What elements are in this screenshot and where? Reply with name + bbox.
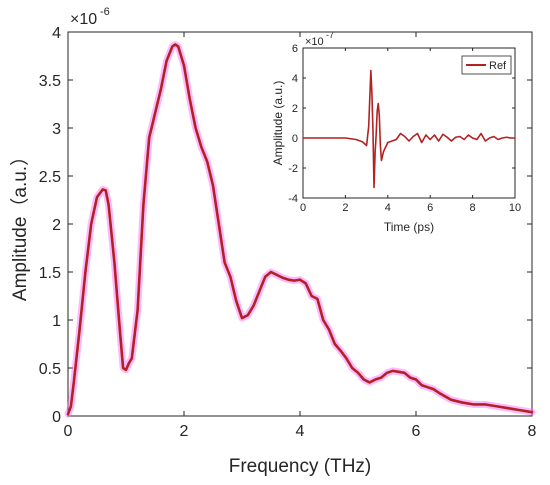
main-x-tick-label: 0 [64, 423, 73, 440]
main-y-tick-label: 1 [52, 313, 61, 330]
inset-y-tick-label: 4 [292, 73, 298, 85]
inset-y-exponent: -7 [326, 30, 334, 40]
main-y-tick-label: 1.5 [39, 265, 61, 282]
inset-x-ticks: 0 2 4 6 8 10 [300, 48, 521, 214]
main-x-tick-label: 6 [412, 423, 421, 440]
inset-series-path [302, 69, 516, 189]
main-series-line [64, 40, 536, 418]
inset-y-tick-label: -2 [288, 163, 298, 175]
inset-y-tick-label: -4 [288, 193, 298, 205]
inset-series-line [302, 69, 516, 189]
inset-y-tick-label: 2 [292, 103, 298, 115]
main-series-path [66, 43, 534, 416]
inset-y-tick-label: 0 [292, 133, 298, 145]
inset-x-axis-label: Time (ps) [384, 220, 434, 234]
main-x-tick-label: 4 [296, 423, 305, 440]
inset-x-tick-label: 2 [342, 202, 348, 214]
main-y-axis-label: Amplitude（a.u.） [9, 147, 31, 301]
inset-y-axis-label: Amplitude (a.u.) [271, 81, 285, 166]
inset-x-tick-label: 8 [470, 202, 476, 214]
main-y-ticks: 0 0.5 1 1.5 2 2.5 3 3.5 4 [39, 25, 532, 426]
inset-legend-box [461, 55, 512, 75]
inset-x-tick-label: 10 [509, 202, 521, 214]
main-y-exponent: -6 [100, 6, 110, 18]
inset-x-tick-label: 4 [385, 202, 391, 214]
inset-y-multiplier: ×10 [305, 36, 324, 48]
main-y-tick-label: 2.5 [39, 169, 61, 186]
main-y-tick-label: 0.5 [39, 361, 61, 378]
inset-chart: 0 2 4 6 8 10 -4 -2 0 2 4 6 Time (ps) Amplitude (a.… [271, 30, 521, 234]
main-x-tick-label: 8 [528, 423, 537, 440]
inset-legend: Ref [461, 55, 512, 75]
main-x-axis-label: Frequency (THz) [229, 456, 372, 477]
main-y-tick-label: 4 [52, 25, 61, 42]
inset-legend-label: Ref [489, 60, 507, 72]
inset-x-tick-label: 0 [300, 202, 306, 214]
main-y-multiplier: ×10 [70, 11, 97, 28]
main-y-tick-label: 3 [52, 121, 61, 138]
main-x-tick-label: 2 [180, 423, 189, 440]
main-y-tick-label: 2 [52, 217, 61, 234]
inset-y-tick-label: 6 [292, 43, 298, 55]
main-y-tick-label: 3.5 [39, 73, 61, 90]
main-y-tick-label: 0 [52, 409, 61, 426]
inset-x-tick-label: 6 [427, 202, 433, 214]
